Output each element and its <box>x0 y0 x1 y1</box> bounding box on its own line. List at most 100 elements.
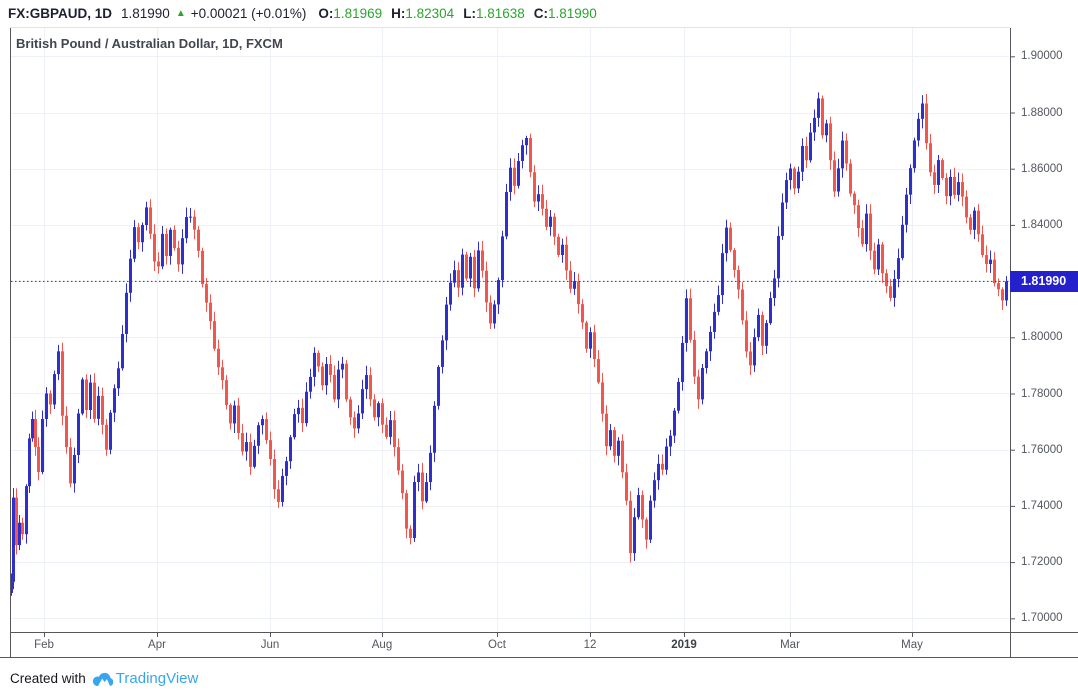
candle-body <box>841 140 844 169</box>
candle-body <box>325 364 328 386</box>
candle-body <box>217 348 220 368</box>
candle-body <box>685 298 688 343</box>
candle-body <box>409 528 412 538</box>
candle-body <box>769 298 772 324</box>
candle-body <box>865 213 868 245</box>
candle-body <box>621 440 624 473</box>
candle-body <box>965 196 968 218</box>
candle-body <box>261 419 264 426</box>
candle-body <box>829 123 832 161</box>
candle-body <box>69 447 72 484</box>
candle-body <box>173 229 176 248</box>
candle-body <box>693 339 696 377</box>
candle-body <box>309 376 312 392</box>
candle-body <box>593 332 596 360</box>
candle-body <box>257 425 260 446</box>
candle-body <box>209 302 212 322</box>
time-axis-label: Apr <box>148 639 166 651</box>
last-price-badge: 1.81990 <box>1010 270 1078 292</box>
last-price: 1.81990 <box>121 6 170 21</box>
candle-body <box>413 482 416 538</box>
candle-body <box>821 98 824 136</box>
candle-body <box>373 399 376 418</box>
candle-body <box>37 446 40 473</box>
candle-body <box>73 455 76 484</box>
candle-body <box>153 233 156 262</box>
candle-body <box>221 367 224 381</box>
time-axis-label: 2019 <box>671 639 697 651</box>
candle-body <box>817 98 820 118</box>
candle-body <box>489 302 492 324</box>
candle-body <box>933 172 936 185</box>
price-axis-label: 1.86000 <box>1021 162 1063 175</box>
candle-body <box>117 368 120 389</box>
candle-body <box>633 517 636 554</box>
time-axis-label: 12 <box>583 639 597 651</box>
candle-body <box>289 437 292 462</box>
candle-body <box>525 138 528 146</box>
candle-body <box>493 304 496 324</box>
candle-body <box>421 472 424 502</box>
open-value: 1.81969 <box>333 6 383 21</box>
candle-body <box>521 145 524 162</box>
price-change: +0.00021 (+0.01%) <box>190 6 307 21</box>
candle-body <box>533 172 536 202</box>
candle-body <box>457 270 460 288</box>
candle-body <box>313 352 316 377</box>
candle-body <box>265 419 268 441</box>
symbol-header: FX:GBPAUD, 1D 1.81990 ▲ +0.00021 (+0.01%… <box>0 0 1078 27</box>
candle-body <box>653 480 656 501</box>
candle-body <box>225 380 228 405</box>
price-axis-label: 1.72000 <box>1021 556 1063 569</box>
candle-body <box>657 463 660 481</box>
candle-body <box>125 292 128 334</box>
candle-body <box>31 418 34 439</box>
candle-body <box>477 250 480 289</box>
candle-body <box>45 393 48 420</box>
candle-body <box>697 376 700 400</box>
candle-body <box>557 236 560 255</box>
tradingview-link[interactable]: TradingView <box>92 670 198 687</box>
time-axis-label: Feb <box>34 639 54 651</box>
high-label: H: <box>391 6 406 21</box>
candle-body <box>765 323 768 346</box>
candle-body <box>77 413 80 456</box>
candle-body <box>537 194 540 202</box>
time-axis-label: Mar <box>780 639 800 651</box>
candle-body <box>545 208 548 227</box>
candle-body <box>177 247 180 265</box>
candle-body <box>605 413 608 447</box>
open-field: O:1.81969 <box>318 6 382 21</box>
candle-body <box>15 497 18 546</box>
candle-body <box>973 210 976 230</box>
candle-body <box>197 229 200 251</box>
candle-body <box>369 375 372 400</box>
close-label: C: <box>533 6 549 21</box>
candle-body <box>321 366 324 386</box>
high-field: H:1.82304 <box>391 6 454 21</box>
candles-layer <box>10 98 1008 594</box>
candle-body <box>993 259 996 284</box>
candle-body <box>701 368 704 400</box>
candle-body <box>473 256 476 289</box>
candle-body <box>193 216 196 230</box>
chart-title: British Pound / Australian Dollar, 1D, F… <box>16 36 283 51</box>
candle-body <box>85 379 88 410</box>
candle-body <box>997 283 1000 290</box>
candle-body <box>161 233 164 267</box>
candle-body <box>957 182 960 195</box>
candle-body <box>561 244 564 255</box>
candle-body <box>905 194 908 225</box>
price-axis-label: 1.78000 <box>1021 387 1063 400</box>
candle-body <box>797 171 800 189</box>
candle-body <box>213 321 216 349</box>
candle-body <box>981 234 984 256</box>
candle-body <box>41 419 44 473</box>
candle-body <box>49 393 52 405</box>
low-label: L: <box>463 6 476 21</box>
candle-body <box>253 445 256 467</box>
candle-body <box>137 227 140 243</box>
candle-body <box>741 289 744 321</box>
candle-body <box>513 167 516 186</box>
